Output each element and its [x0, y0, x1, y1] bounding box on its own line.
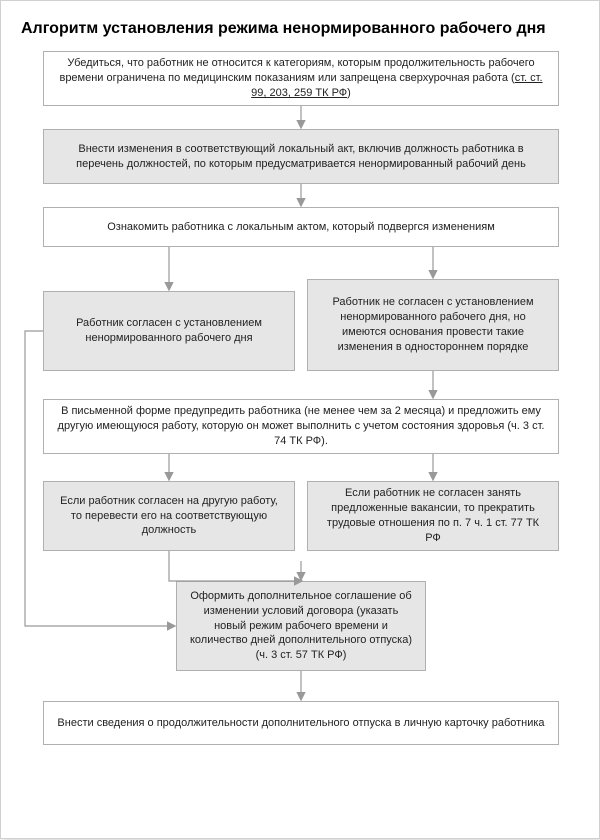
step-record-card: Внести сведения о продолжительности допо… — [43, 701, 559, 745]
flowchart-page: Алгоритм установления режима ненормирова… — [0, 0, 600, 839]
step-written-warning: В письменной форме предупредить работник… — [43, 399, 559, 454]
branch-worker-agrees: Работник согласен с установлением ненорм… — [43, 291, 295, 371]
branch-worker-disagrees: Работник не согласен с установлением нен… — [307, 279, 559, 371]
step-inform-worker: Ознакомить работника с локальным актом, … — [43, 207, 559, 247]
text-after: ) — [347, 87, 351, 99]
branch-rejects-other-job: Если работник не согласен занять предлож… — [307, 481, 559, 551]
step-check-categories: Убедиться, что работник не относится к к… — [43, 51, 559, 106]
branch-accepts-other-job: Если работник согласен на другую работу,… — [43, 481, 295, 551]
step-amend-local-act: Внести изменения в соответствующий локал… — [43, 129, 559, 184]
box-text: Убедиться, что работник не относится к к… — [54, 56, 548, 101]
step-additional-agreement: Оформить дополнительное соглашение об из… — [176, 581, 426, 671]
text-before: Убедиться, что работник не относится к к… — [59, 57, 534, 84]
page-title: Алгоритм установления режима ненормирова… — [21, 19, 579, 39]
